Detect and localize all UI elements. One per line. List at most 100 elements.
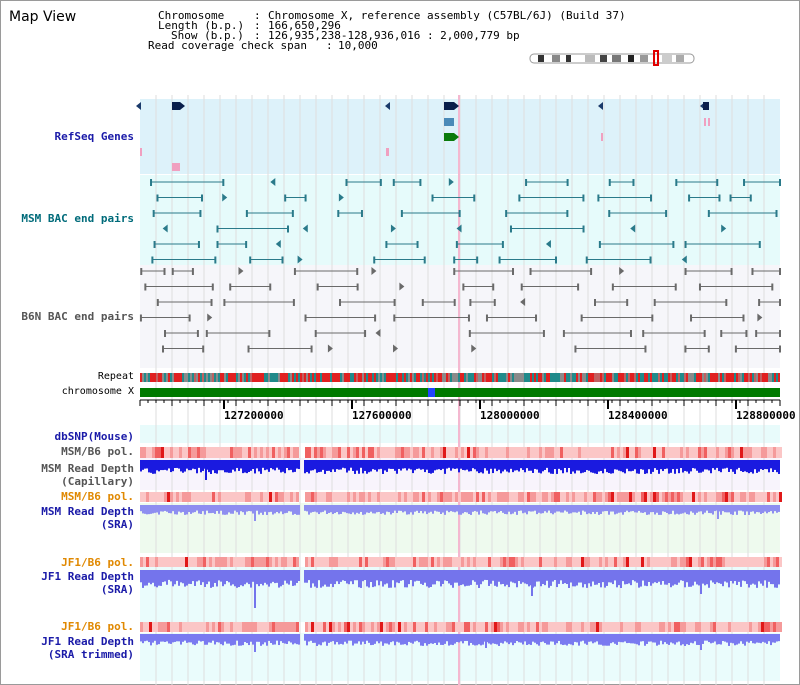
read-depth-bar — [434, 634, 436, 643]
polymorphism-cell — [371, 622, 374, 632]
read-depth-bar — [524, 460, 526, 473]
polymorphism-cell — [734, 622, 737, 632]
read-depth-bar — [512, 460, 514, 473]
read-depth-bar — [706, 570, 708, 585]
polymorphism-cell — [773, 447, 776, 458]
feature-arrow — [371, 267, 377, 275]
track-label-jf1-b6-pol-2[interactable]: JF1/B6 pol. — [61, 620, 134, 633]
polymorphism-cell — [527, 557, 530, 567]
repeat-element — [146, 373, 148, 382]
polymorphism-cell — [725, 447, 728, 458]
read-depth-bar — [412, 570, 414, 587]
read-depth-bar — [316, 460, 318, 473]
read-depth-bar — [384, 505, 386, 515]
polymorphism-cell — [770, 447, 773, 458]
repeat-element — [358, 373, 360, 382]
read-depth-bar — [358, 505, 360, 514]
polymorphism-cell — [515, 447, 518, 458]
read-depth-bar — [338, 634, 340, 645]
read-depth-bar — [342, 570, 344, 581]
read-depth-bar — [756, 634, 758, 643]
polymorphism-cell — [329, 447, 332, 458]
b6n-bac-pair-end — [577, 283, 580, 291]
chromosome-ideogram[interactable] — [529, 50, 695, 66]
read-depth-bar — [374, 505, 376, 514]
feature-arrow — [757, 313, 763, 322]
polymorphism-cell — [377, 447, 380, 458]
polymorphism-cell — [269, 492, 272, 502]
polymorphism-cell — [380, 557, 383, 567]
repeat-element — [364, 373, 366, 382]
repeat-element — [610, 373, 612, 382]
read-depth-bar — [382, 460, 384, 474]
track-label-msm-bac[interactable]: MSM BAC end pairs — [21, 212, 134, 225]
read-depth-bar — [440, 570, 442, 587]
read-depth-bar — [240, 634, 242, 646]
read-depth-bar — [168, 505, 170, 514]
read-depth-bar — [482, 634, 484, 645]
repeat-element — [710, 373, 712, 382]
read-depth-bar — [428, 460, 430, 474]
polymorphism-cell — [308, 447, 311, 458]
read-depth-bar — [280, 634, 282, 642]
polymorphism-cell — [254, 492, 257, 502]
track-label-b6n-bac[interactable]: B6N BAC end pairs — [21, 310, 134, 323]
repeat-element — [150, 373, 152, 382]
track-label-jf1-b6-pol-1[interactable]: JF1/B6 pol. — [61, 556, 134, 569]
read-depth-bar — [196, 634, 198, 644]
repeat-element — [462, 373, 464, 382]
polymorphism-cell — [260, 557, 263, 567]
polymorphism-cell — [743, 447, 746, 458]
read-depth-bar — [432, 505, 434, 514]
read-depth-bar — [772, 570, 774, 585]
track-label-msm-b6-pol-1[interactable]: MSM/B6 pol. — [61, 445, 134, 458]
track-label-jf1-depth-trimmed[interactable]: JF1 Read Depth (SRA trimmed) — [41, 635, 134, 661]
polymorphism-cell — [329, 557, 332, 567]
read-depth-bar — [394, 570, 396, 588]
polymorphism-cell — [419, 557, 422, 567]
track-label-refseq[interactable]: RefSeq Genes — [54, 130, 134, 143]
read-depth-bar — [214, 460, 216, 474]
b6n-bac-pair-end — [202, 345, 205, 353]
polymorphism-cell — [380, 492, 383, 502]
track-label-msm-b6-pol-2[interactable]: MSM/B6 pol. — [61, 490, 134, 503]
track-label-msm-depth-sra[interactable]: MSM Read Depth (SRA) — [41, 505, 134, 531]
read-depth-bar — [512, 634, 514, 646]
polymorphism-cell — [722, 622, 725, 632]
polymorphism-cell — [395, 492, 398, 502]
read-depth-bar — [554, 634, 556, 645]
polymorphism-cell — [743, 622, 746, 632]
repeat-element — [388, 373, 390, 382]
read-depth-bar — [268, 460, 270, 472]
read-depth-bar — [724, 570, 726, 582]
read-depth-bar — [624, 570, 626, 585]
read-depth-bar — [318, 505, 320, 515]
repeat-element — [204, 373, 206, 382]
polymorphism-cell — [632, 557, 635, 567]
polymorphism-cell — [761, 492, 764, 502]
polymorphism-cell — [182, 557, 185, 567]
track-label-jf1-depth-sra[interactable]: JF1 Read Depth (SRA) — [41, 570, 134, 596]
read-depth-bar — [154, 505, 156, 513]
read-depth-bar — [610, 634, 612, 644]
repeat-element — [728, 373, 730, 382]
read-depth-bar — [744, 634, 746, 646]
read-depth-bar — [642, 505, 644, 513]
read-depth-bar — [402, 634, 404, 645]
read-depth-bar — [384, 460, 386, 471]
read-depth-bar — [536, 634, 538, 645]
track-label-msm-depth-capillary[interactable]: MSM Read Depth (Capillary) — [41, 462, 134, 488]
repeat-element — [542, 373, 544, 382]
read-depth-bar — [282, 570, 284, 585]
repeat-element — [528, 373, 530, 382]
read-depth-bar — [506, 570, 508, 585]
repeat-element — [368, 373, 370, 382]
track-label-dbsnp[interactable]: dbSNP(Mouse) — [54, 430, 134, 443]
polymorphism-cell — [746, 557, 749, 567]
polymorphism-cell — [677, 492, 680, 502]
read-depth-bar — [486, 505, 488, 515]
read-depth-bar — [640, 570, 642, 587]
read-depth-bar — [454, 634, 456, 644]
polymorphism-cell — [467, 557, 470, 567]
